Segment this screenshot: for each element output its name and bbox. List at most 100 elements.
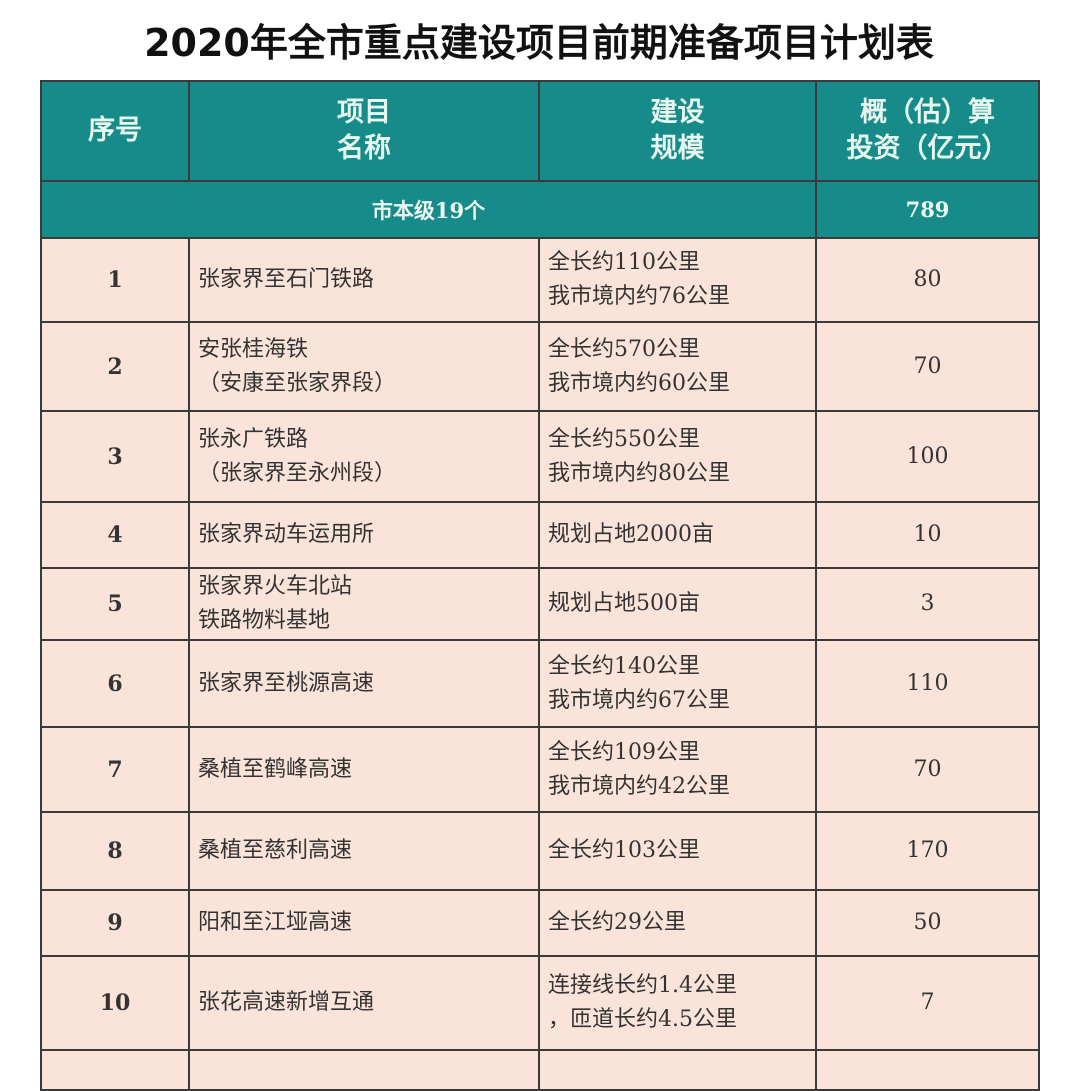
project-name: 桑植至鹤峰高速 <box>188 726 540 813</box>
project-name: 桑植至慈利高速 <box>188 811 540 891</box>
construction-scale: 全长约570公里我市境内约60公里 <box>538 321 817 412</box>
construction-scale-line1: 全长约109公里 <box>548 739 700 765</box>
header-name-line2: 名称 <box>337 133 391 164</box>
project-name-line2: 铁路物料基地 <box>198 608 331 633</box>
construction-scale: 全长约110公里我市境内约76公里 <box>538 237 817 323</box>
construction-scale-line1: 规划占地500亩 <box>548 591 700 616</box>
investment-line1: 7 <box>920 990 935 1015</box>
investment: 7 <box>815 955 1040 1051</box>
subtotal-value: 789 <box>815 180 1040 239</box>
empty-cell <box>538 1049 817 1091</box>
construction-scale-line1: 规划占地2000亩 <box>548 522 714 547</box>
investment-line1: 170 <box>906 838 949 863</box>
investment-line1: 100 <box>906 443 949 469</box>
header-name-line1: 项目 <box>337 97 391 128</box>
header-name: 项目 名称 <box>188 80 540 182</box>
row-number: 1 <box>40 237 190 323</box>
construction-scale-line1: 连接线长约1.4公里 <box>548 973 737 998</box>
subtotal-label: 市本级19个 <box>40 180 817 239</box>
empty-cell <box>815 1049 1040 1091</box>
project-name-line1: 桑植至鹤峰高速 <box>198 756 353 782</box>
construction-scale: 全长约140公里我市境内约67公里 <box>538 639 817 728</box>
investment: 3 <box>815 567 1040 641</box>
header-scale-line2: 规模 <box>650 133 705 164</box>
construction-scale-line1: 全长约140公里 <box>548 653 700 679</box>
header-inv-line2: 投资（亿元） <box>846 133 1009 164</box>
row-number: 3 <box>40 410 190 503</box>
row-number: 9 <box>40 889 190 957</box>
project-name-line1: 桑植至慈利高速 <box>198 838 353 863</box>
project-name: 张花高速新增互通 <box>188 955 540 1051</box>
table-row: 6 张家界至桃源高速 全长约140公里 我市境内约67公里 110 <box>40 639 1040 728</box>
table-row: 4 张家界动车运用所 规划占地2000亩 10 <box>40 501 1040 569</box>
construction-scale-line1: 全长约570公里 <box>548 336 700 362</box>
row-number-line1: 7 <box>107 756 123 783</box>
row-number-line1: 3 <box>107 443 123 470</box>
investment-line1: 70 <box>913 756 942 782</box>
investment-line1: 110 <box>906 670 949 696</box>
row-number: 7 <box>40 726 190 813</box>
construction-scale: 全长约109公里我市境内约42公里 <box>538 726 817 813</box>
investment: 70 <box>815 726 1040 813</box>
construction-scale: 全长约550公里我市境内约80公里 <box>538 410 817 503</box>
construction-scale-line2: 我市境内约42公里 <box>548 773 730 799</box>
investment-line1: 70 <box>913 353 942 379</box>
project-name: 张家界火车北站 铁路物料基地 <box>188 567 540 641</box>
header-no: 序号 <box>40 80 190 182</box>
investment: 50 <box>815 889 1040 957</box>
row-number: 4 <box>40 501 190 569</box>
construction-scale: 全长约103公里 <box>538 811 817 891</box>
project-name-line1: 阳和至江垭高速 <box>198 910 353 935</box>
construction-scale-line2: 我市境内约76公里 <box>548 284 730 309</box>
construction-scale: 全长约29公里 <box>538 889 817 957</box>
row-number: 6 <box>40 639 190 728</box>
investment-line1: 80 <box>913 267 942 292</box>
project-name: 安张桂海铁 （安康至张家界段） <box>188 321 540 412</box>
construction-scale-line2: 我市境内约67公里 <box>548 687 730 713</box>
header-scale-line1: 建设 <box>650 97 705 128</box>
project-name: 张永广铁路 （张家界至永州段） <box>188 410 540 503</box>
construction-scale-line1: 全长约103公里 <box>548 838 700 863</box>
row-number-line1: 4 <box>107 522 123 548</box>
investment-line1: 50 <box>913 910 942 935</box>
table-row: 5 张家界火车北站 铁路物料基地 规划占地500亩 3 <box>40 567 1040 641</box>
investment: 110 <box>815 639 1040 728</box>
construction-scale: 规划占地2000亩 <box>538 501 817 569</box>
investment: 100 <box>815 410 1040 503</box>
project-name: 阳和至江垭高速 <box>188 889 540 957</box>
construction-scale: 连接线长约1.4公里 ，匝道长约4.5公里 <box>538 955 817 1051</box>
header-inv-line1: 概（估）算 <box>860 97 995 128</box>
empty-cell <box>40 1049 190 1091</box>
row-number-line1: 10 <box>99 990 131 1016</box>
header-no-label: 序号 <box>88 115 142 146</box>
construction-scale-line1: 全长约110公里 <box>548 250 700 275</box>
row-number-line1: 9 <box>107 910 123 936</box>
table-row: 7 桑植至鹤峰高速 全长约109公里我市境内约42公里 70 <box>40 726 1040 813</box>
project-name-line1: 张家界至石门铁路 <box>198 267 375 292</box>
construction-scale-line1: 全长约550公里 <box>548 426 700 452</box>
construction-scale-line2: 我市境内约60公里 <box>548 370 730 396</box>
row-number: 8 <box>40 811 190 891</box>
row-number: 10 <box>40 955 190 1051</box>
project-name: 张家界至石门铁路 <box>188 237 540 323</box>
construction-scale-line2: ，匝道长约4.5公里 <box>548 1007 737 1032</box>
project-name-line1: 张家界动车运用所 <box>198 522 375 547</box>
row-number-line1: 5 <box>107 591 123 617</box>
row-number-line1: 6 <box>107 670 123 697</box>
table-row: 8 桑植至慈利高速 全长约103公里 170 <box>40 811 1040 891</box>
table-row: 10 张花高速新增互通 连接线长约1.4公里 ，匝道长约4.5公里 7 <box>40 955 1040 1051</box>
subtotal-row: 市本级19个 789 <box>40 180 1040 239</box>
table-row: 1 张家界至石门铁路 全长约110公里我市境内约76公里 80 <box>40 237 1040 323</box>
table-row: 9 阳和至江垭高速 全长约29公里 50 <box>40 889 1040 957</box>
table-header: 序号 项目名称 建设规模 概（估）算投资（亿元） <box>40 80 1040 182</box>
project-name: 张家界动车运用所 <box>188 501 540 569</box>
table-row: 2 安张桂海铁 （安康至张家界段） 全长约570公里 我市境内约60公里 70 <box>40 321 1040 412</box>
project-name-line2: （张家界至永州段） <box>198 460 397 486</box>
investment: 170 <box>815 811 1040 891</box>
row-number-line1: 1 <box>107 267 123 293</box>
header-scale: 建设 规模 <box>538 80 817 182</box>
investment: 80 <box>815 237 1040 323</box>
construction-scale-line2: 我市境内约80公里 <box>548 460 730 486</box>
table-row: 3 张永广铁路 （张家界至永州段） 全长约550公里 我市境内约80公里 100 <box>40 410 1040 503</box>
row-number-line1: 8 <box>107 838 123 864</box>
